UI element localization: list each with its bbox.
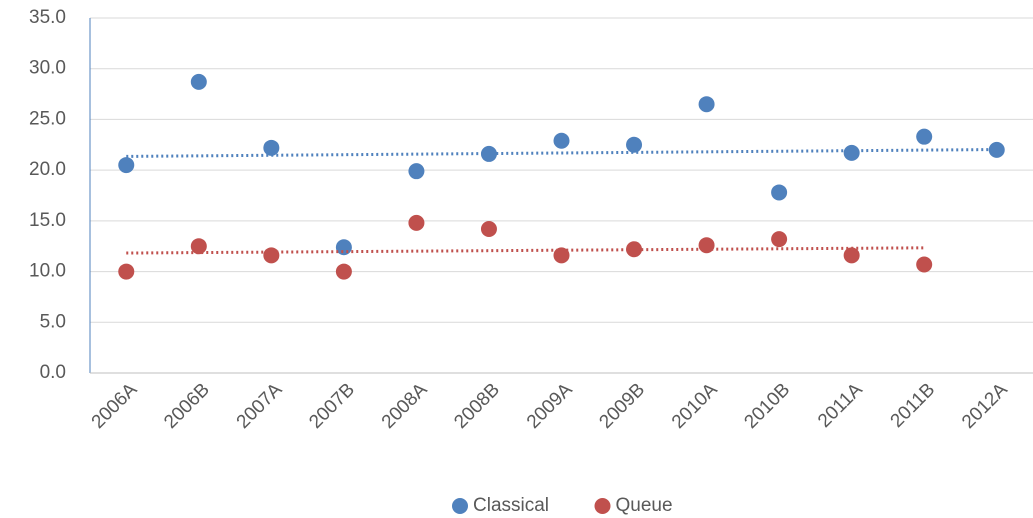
y-tick-label: 35.0	[29, 7, 66, 28]
data-point	[263, 139, 280, 156]
data-point	[843, 247, 860, 264]
data-point	[553, 132, 570, 149]
x-tick-label: 2010A	[668, 379, 722, 433]
data-point	[916, 128, 933, 145]
legend-marker	[594, 498, 611, 514]
x-tick-label: 2009B	[595, 379, 649, 433]
legend: Classical Queue	[452, 495, 673, 516]
x-tick-label: 2012A	[958, 379, 1012, 433]
x-tick-label: 2007A	[233, 379, 287, 433]
data-point	[263, 247, 280, 264]
legend-label: Classical	[473, 495, 549, 516]
data-point	[698, 96, 715, 113]
data-point	[480, 145, 497, 162]
data-point	[916, 256, 933, 273]
y-tick-label: 20.0	[29, 159, 66, 180]
data-point	[626, 241, 643, 258]
x-tick-label: 2008A	[378, 379, 432, 433]
x-tick-label: 2011A	[814, 379, 867, 432]
y-tick-label: 25.0	[29, 108, 66, 129]
data-point	[335, 263, 352, 280]
y-tick-label: 5.0	[40, 311, 66, 332]
data-point	[190, 73, 207, 90]
data-point	[408, 163, 425, 180]
x-tick-label: 2006B	[160, 379, 214, 433]
x-tick-label: 2011B	[887, 379, 940, 432]
y-tick-label: 30.0	[29, 58, 66, 79]
x-tick-label: 2009A	[523, 379, 577, 433]
y-tick-label: 15.0	[29, 210, 66, 231]
y-tick-label: 0.0	[40, 362, 66, 383]
data-point	[408, 214, 425, 231]
data-point	[553, 247, 570, 264]
trendline	[126, 246, 925, 255]
data-point	[626, 136, 643, 153]
data-point	[118, 263, 135, 280]
y-tick-label: 10.0	[29, 261, 66, 282]
data-point	[771, 184, 788, 201]
data-point	[118, 157, 135, 174]
data-point	[190, 238, 207, 255]
trendline	[126, 148, 997, 158]
x-tick-label: 2006A	[88, 379, 142, 433]
data-point	[480, 220, 497, 237]
x-tick-label: 2010B	[740, 379, 794, 433]
x-tick-label: 2008B	[450, 379, 504, 433]
data-point	[698, 237, 715, 254]
data-point	[771, 231, 788, 248]
data-point	[988, 141, 1005, 158]
data-point	[843, 144, 860, 161]
x-tick-label: 2007B	[305, 379, 359, 433]
legend-marker	[452, 498, 468, 514]
legend-label: Queue	[616, 495, 673, 516]
data-point	[335, 239, 352, 256]
